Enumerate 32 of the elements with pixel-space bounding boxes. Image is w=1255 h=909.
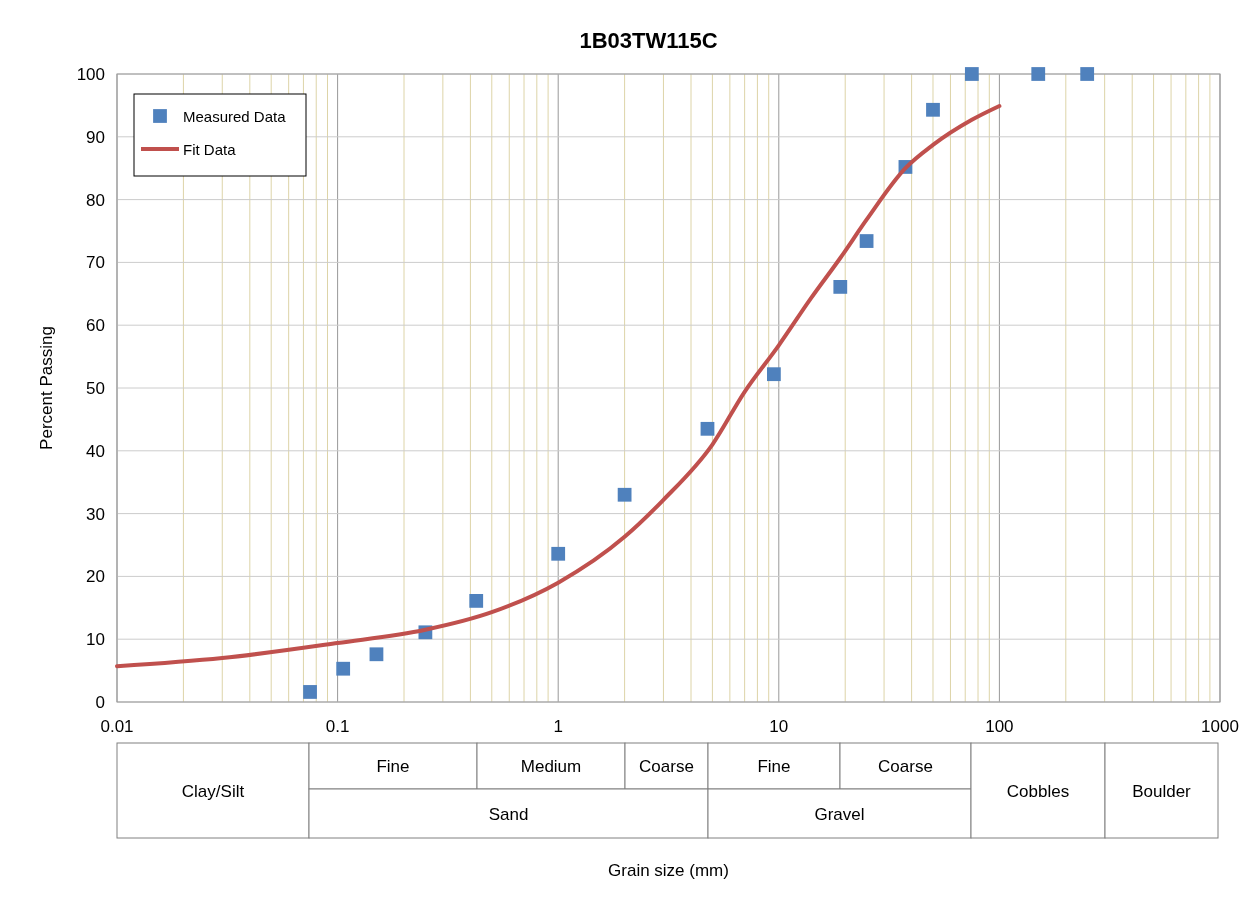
y-tick-label: 70 xyxy=(86,253,105,273)
text: Medium xyxy=(520,757,582,776)
x-tick-label: 100 xyxy=(985,717,1014,736)
text: Coarse xyxy=(878,757,933,776)
y-tick-label: 0 xyxy=(95,693,105,712)
y-tick-label: 40 xyxy=(86,441,105,461)
chart-title: 1B03TW115C xyxy=(579,28,718,53)
y-axis-title: Percent Passing xyxy=(37,326,56,450)
y-tick-label: 80 xyxy=(86,190,105,210)
x-tick-label: 0.01 xyxy=(100,717,134,736)
text: Boulder xyxy=(1132,781,1192,801)
text: Coarse xyxy=(639,757,694,776)
text: Fine xyxy=(757,757,791,776)
x-tick-label: 10 xyxy=(769,717,789,736)
legend-label: Measured Data xyxy=(183,108,287,125)
x-tick-label: 1000 xyxy=(1201,717,1239,736)
text: Sand xyxy=(488,804,529,824)
y-tick-label: 90 xyxy=(86,127,105,147)
y-tick-label: 20 xyxy=(86,567,105,587)
y-tick-label: 60 xyxy=(86,316,105,336)
text: Gravel xyxy=(814,804,865,824)
y-tick-label: 10 xyxy=(86,630,105,650)
y-tick-label: 50 xyxy=(86,379,105,398)
text: Cobbles xyxy=(1006,781,1070,801)
x-tick-label: 0.1 xyxy=(325,717,350,736)
y-tick-label: 30 xyxy=(86,504,105,524)
text: Clay/Silt xyxy=(181,781,245,801)
text: Grain size (mm) xyxy=(608,861,729,880)
legend-label: Fit Data xyxy=(183,141,237,158)
x-tick-label: 1 xyxy=(553,717,563,736)
y-tick-label: 100 xyxy=(76,65,105,84)
text: Fine xyxy=(376,757,410,776)
